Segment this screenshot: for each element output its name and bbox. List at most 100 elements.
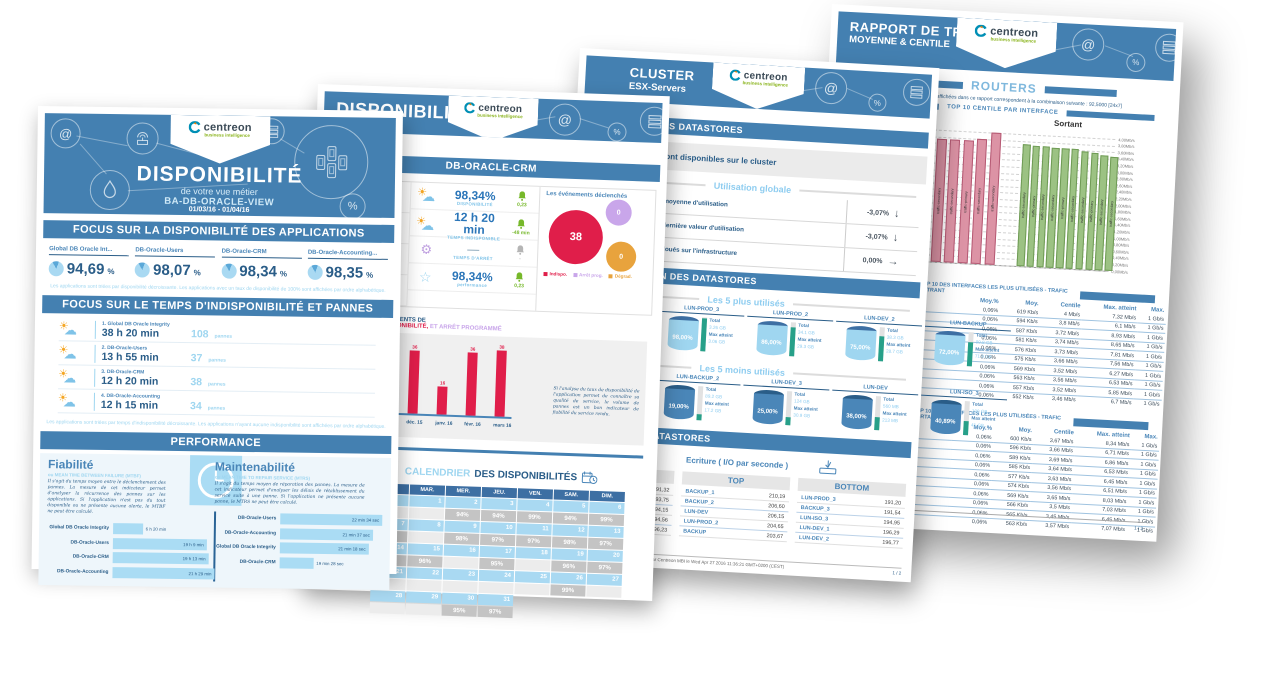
legend-swatch bbox=[573, 272, 578, 277]
bar-value: 19 min 28 sec bbox=[316, 560, 344, 567]
weather-icon: ☀ ☁ bbox=[58, 392, 80, 410]
interface-label: traffic-secondary bbox=[1079, 197, 1085, 224]
usage-text: est la dernière valeur d'utilisation bbox=[644, 220, 745, 234]
total-value: 100 GB bbox=[971, 408, 988, 415]
calendar-day-header: DIM. bbox=[589, 490, 625, 502]
calendar-date: 30 bbox=[441, 592, 478, 605]
datastore-card: LUN-DEV 38,00% Total 560 MB Max atteint 213 M… bbox=[830, 382, 919, 437]
cloud-icon: ☁ bbox=[62, 393, 76, 410]
y-axis-tick: 2,20Mb/s bbox=[1115, 195, 1132, 202]
total-value: 99.8 GB bbox=[975, 339, 993, 346]
total-label: Total bbox=[975, 332, 987, 339]
availability-value: 94,69 bbox=[66, 260, 105, 278]
calendar-date: 18 bbox=[515, 547, 551, 560]
legend-item: Indispo. bbox=[543, 271, 567, 277]
events-panel: Les événements déclenchés 38 0 0 Indispo. A… bbox=[535, 186, 656, 315]
y-axis-tick: 1,20Mb/s bbox=[1113, 228, 1131, 235]
routers-title: ROUTERS bbox=[970, 78, 1038, 96]
pie-icon bbox=[48, 261, 64, 277]
arrow-down-icon: ↓ bbox=[892, 231, 899, 245]
usage-gauge bbox=[962, 401, 970, 436]
app-name: DB-Oracle-Accounting... bbox=[307, 249, 388, 260]
y-axis-tick: 0,20Mb/s bbox=[1111, 261, 1129, 268]
max-value: 17.2 GB bbox=[704, 407, 722, 414]
interface-label: traffic-secondary bbox=[935, 187, 942, 214]
y-axis-tick: 2,80Mb/s bbox=[1116, 176, 1133, 183]
stat-row: ☀ ☁ 98,34% DISPONIBILITÉ 0,23 bbox=[410, 182, 540, 214]
total-value: 34.1 GB bbox=[797, 329, 815, 336]
weather-icon: ☀ ☁ bbox=[417, 187, 440, 205]
interface-label: traffic-primary bbox=[1089, 200, 1095, 222]
centreon-logo: centreon business intelligence bbox=[170, 115, 271, 164]
usage-gauge bbox=[788, 322, 796, 357]
calendar-date: 22 bbox=[406, 567, 443, 580]
calendar-availability: 94% bbox=[552, 512, 589, 525]
calendar-availability-empty bbox=[369, 602, 405, 615]
percent-sign: % bbox=[193, 268, 201, 278]
total-label: Total bbox=[794, 391, 806, 398]
calendar-date: 6 bbox=[589, 501, 625, 514]
title-bar-right bbox=[1044, 85, 1117, 97]
bell-icon bbox=[515, 271, 524, 282]
calendar-date: 5 bbox=[553, 500, 589, 513]
server-icon bbox=[1154, 32, 1177, 63]
calendar-day-header: JEU. bbox=[481, 486, 518, 499]
legend-item: Dégrad. bbox=[608, 273, 632, 279]
bar-group-sortant: traffic-secondary traffic-primary traffic-… bbox=[1016, 144, 1119, 272]
calendar-day-header: MER. bbox=[445, 485, 482, 497]
calendar-date: 15 bbox=[407, 543, 443, 556]
percent-sign: % bbox=[107, 266, 115, 277]
bar-value: 6 h 20 min bbox=[145, 526, 167, 532]
group-label: Sortant bbox=[1053, 118, 1083, 130]
legend-item: Arrêt prog. bbox=[573, 272, 603, 278]
total-label: Total bbox=[883, 396, 895, 403]
iops-value: 210,19 bbox=[768, 492, 786, 500]
failure-count: 38 bbox=[190, 375, 203, 388]
evolution-note: Si l'analyse du taux de disponibilité de… bbox=[552, 386, 640, 418]
usage-percent: 38,00% bbox=[845, 413, 867, 421]
calendar-availability-empty bbox=[514, 583, 550, 596]
bar: 19 h 9 min bbox=[112, 537, 207, 551]
calendar-availability: 99% bbox=[550, 584, 586, 597]
mtrs-block: Maintenabilité ou MEAN TIME TO REPAIR SE… bbox=[214, 460, 383, 570]
trend-value: -3,07% bbox=[865, 233, 888, 242]
bar-label: DB-Oracle-Users bbox=[237, 516, 277, 522]
calendar-availability: 96% bbox=[551, 560, 587, 573]
centreon-logo: centreon business intelligence bbox=[955, 18, 1057, 71]
calendar-day-header: SAM. bbox=[553, 489, 589, 501]
calendar-day-header: MAR. bbox=[409, 484, 446, 496]
usage-gauge bbox=[877, 327, 885, 362]
usage-trend: -3,07% ↓ bbox=[845, 200, 920, 228]
bar-value: 16 bbox=[439, 380, 446, 386]
max-label: Max atteint bbox=[793, 405, 818, 412]
datastore-name: LUN-DEV_1 bbox=[799, 524, 830, 533]
calendar-day-header: VEN. bbox=[517, 488, 553, 500]
y-axis-tick: 1,80Mb/s bbox=[1114, 209, 1132, 216]
downtime-duration: 13 h 55 min bbox=[101, 350, 159, 364]
calendar-availability-empty bbox=[408, 507, 445, 520]
stat-value: 12 h 20 min bbox=[453, 209, 496, 237]
calendar-availability: 98% bbox=[444, 532, 480, 545]
event-bubble: 0 bbox=[605, 241, 637, 273]
page-number: 1 / 2 bbox=[1134, 525, 1144, 531]
calendar-availability: 98% bbox=[551, 536, 588, 549]
performance-bar-row: DB-Oracle-Accounting 21 h 29 min bbox=[46, 566, 215, 580]
datastore-card: LUN-DEV_2 75,00% Total 38.3 GB Max atteint 28… bbox=[834, 313, 923, 368]
calendar-date: 17 bbox=[479, 545, 515, 559]
datastore-card: LUN-PROD_2 86,00% Total 34.1 GB Max atteint 2… bbox=[745, 308, 834, 363]
stat-label: performance bbox=[457, 281, 488, 288]
stat-value: 98,34% bbox=[454, 187, 496, 203]
centreon-c-icon bbox=[464, 102, 475, 113]
bar bbox=[494, 350, 507, 417]
report-page-traffic: @ % RAPPORT DE TRAFIC MOYENNE & CENTILE … bbox=[804, 4, 1184, 542]
datastore-cylinder-icon: 19,00% bbox=[662, 384, 695, 424]
calendar-date: 10 bbox=[480, 521, 516, 535]
stat-delta: -48 min bbox=[504, 219, 539, 237]
bar: 21 min 37 sec bbox=[279, 528, 373, 541]
calendar-date: 28 bbox=[369, 590, 406, 603]
performance-bar-row: DB-Oracle-CRM 19 h 13 min bbox=[47, 551, 215, 565]
total-label: Total bbox=[798, 322, 810, 329]
calendar-date: 9 bbox=[444, 520, 480, 533]
max-label: Max atteint bbox=[708, 331, 733, 338]
iops-value: 191,54 bbox=[883, 509, 901, 517]
